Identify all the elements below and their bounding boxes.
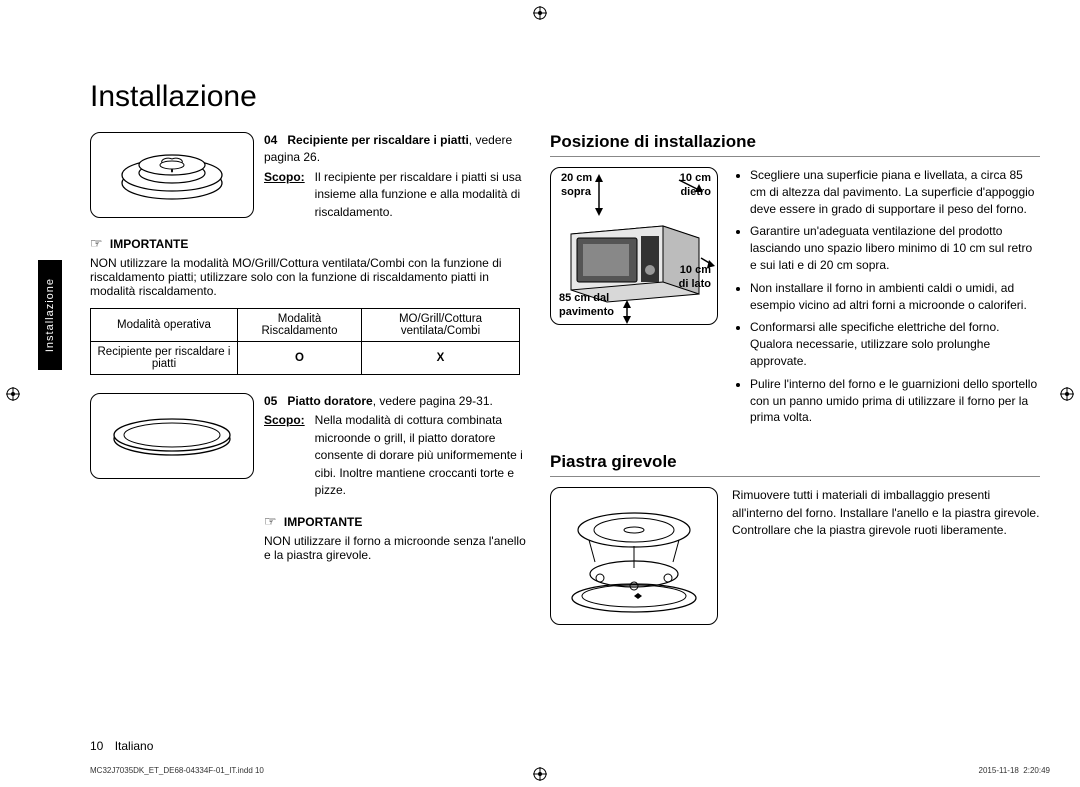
th-0: Modalità operativa	[91, 308, 238, 341]
position-bullets: Scegliere una superficie piana e livella…	[732, 167, 1040, 432]
indd-filename: MC32J7035DK_ET_DE68-04334F-01_IT.indd 10	[90, 766, 264, 775]
th-2: MO/Grill/Cottura ventilata/Combi	[362, 308, 520, 341]
lbl-back-txt: dietro	[680, 186, 711, 198]
mode-table: Modalità operativa Modalità Riscaldament…	[90, 308, 520, 375]
item-05-scopo-text: Nella modalità di cottura combinata micr…	[315, 412, 530, 499]
crop-mark-bottom	[533, 767, 547, 781]
column-left: 04 Recipiente per riscaldare i piatti , v…	[90, 132, 530, 625]
columns: 04 Recipiente per riscaldare i piatti , v…	[90, 132, 1050, 625]
column-right: Posizione di installazione	[550, 132, 1040, 625]
crop-mark-top	[533, 6, 547, 20]
item-04-scopo-text: Il recipiente per riscaldare i piatti si…	[315, 169, 530, 221]
section-position: Posizione di installazione	[550, 132, 1040, 157]
bullet-3: Conformarsi alle specifiche elettriche d…	[750, 319, 1040, 369]
page-title: Installazione	[90, 80, 1050, 114]
item-05-num: 05	[264, 394, 277, 408]
item-04-text: 04 Recipiente per riscaldare i piatti, v…	[264, 132, 530, 221]
crop-mark-left	[6, 387, 20, 401]
figure-microwave-clearance: 20 cm sopra 10 cm dietro 10 cm di lato 8…	[550, 167, 718, 325]
item-05-text: 05 Piatto doratore, vedere pagina 29-31.…	[264, 393, 530, 499]
imp1-mid: utilizzare	[117, 256, 171, 270]
hand-icon-2: ☞	[264, 513, 277, 529]
scopo-label: Scopo:	[264, 169, 305, 221]
item-05-name: Piatto doratore	[287, 394, 372, 408]
section-turntable-title: Piastra girevole	[550, 452, 1040, 477]
bullet-4: Pulire l'interno del forno e le guarnizi…	[750, 376, 1040, 426]
bullet-0: Scegliere una superficie piana e livella…	[750, 167, 1040, 217]
bullet-1: Garantire un'adeguata ventilazione del p…	[750, 223, 1040, 273]
side-tab-label: Installazione	[44, 278, 56, 352]
figure-turntable	[550, 487, 718, 625]
item-04-num: 04	[264, 133, 277, 147]
footer: 10 Italiano	[90, 739, 153, 753]
section-turntable: Piastra girevole	[550, 452, 1040, 625]
figure-crisp-plate	[90, 393, 254, 479]
side-tab: Installazione	[38, 260, 62, 370]
item-04-name: Recipiente per riscaldare i piatti	[287, 133, 468, 147]
page-number: 10	[90, 739, 103, 753]
page: Installazione	[90, 80, 1050, 625]
imp2-post: utilizzare il forno a microonde senza l'…	[264, 534, 526, 562]
lbl-side-val: 10 cm	[680, 264, 711, 276]
lbl-floor-val: 85 cm dal	[559, 292, 609, 304]
imp1-non: NON	[90, 256, 117, 270]
td-1: X	[362, 341, 520, 374]
scopo-label-2: Scopo:	[264, 412, 305, 499]
imp2-non: NON	[264, 534, 291, 548]
item-04: 04 Recipiente per riscaldare i piatti, v…	[90, 132, 530, 221]
important-note-1: ☞ IMPORTANTE NON utilizzare la modalità …	[90, 235, 530, 298]
important-label: IMPORTANTE	[110, 237, 188, 251]
item-05: 05 Piatto doratore, vedere pagina 29-31.…	[90, 393, 530, 499]
page-lang: Italiano	[115, 739, 154, 753]
td-0: O	[237, 341, 361, 374]
th-1: Modalità Riscaldamento	[237, 308, 361, 341]
lbl-side-txt: di lato	[679, 278, 711, 290]
td-label: Recipiente per riscaldare i piatti	[91, 341, 238, 374]
hand-icon: ☞	[90, 235, 103, 251]
turntable-text: Rimuovere tutti i materiali di imballagg…	[732, 487, 1040, 625]
imp1-bold: la modalità MO/Grill/Cottura ventilata/C…	[171, 256, 405, 270]
item-05-seepage: , vedere pagina 29-31.	[373, 394, 493, 408]
indd-timestamp: 2015-11-18  2:20:49	[979, 766, 1050, 775]
lbl-back-val: 10 cm	[680, 172, 711, 184]
position-row: 20 cm sopra 10 cm dietro 10 cm di lato 8…	[550, 167, 1040, 432]
figure-heating-dish	[90, 132, 254, 218]
bullet-2: Non installare il forno in ambienti cald…	[750, 280, 1040, 314]
lbl-floor-txt: pavimento	[559, 306, 614, 318]
lbl-top-val: 20 cm	[561, 172, 592, 184]
lbl-top-txt: sopra	[561, 186, 591, 198]
important-label-2: IMPORTANTE	[284, 515, 362, 529]
crop-mark-right	[1060, 387, 1074, 401]
important-note-2: ☞ IMPORTANTE NON utilizzare il forno a m…	[264, 513, 530, 562]
